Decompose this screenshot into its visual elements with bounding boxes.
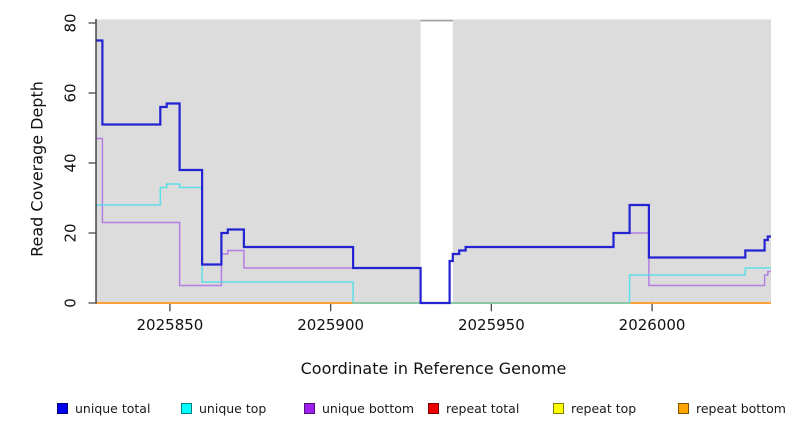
x-tick-label: 2025850 [137, 316, 204, 334]
coverage-gap-band [420, 21, 453, 303]
y-tick-label: 40 [62, 153, 80, 172]
series-line-unique-total [96, 39, 771, 305]
y-tick-label: 20 [62, 223, 80, 242]
x-tick-label: 2025950 [458, 316, 525, 334]
y-tick-label: 80 [62, 13, 80, 32]
y-tick-label: 60 [62, 83, 80, 102]
x-axis-title: Coordinate in Reference Genome [300, 359, 567, 378]
x-tick-label: 2025900 [297, 316, 364, 334]
coverage-gap-band-top-edge [420, 19, 453, 22]
y-tick-label: 0 [62, 298, 80, 308]
y-axis-title: Read Coverage Depth [27, 81, 47, 257]
x-tick-label: 2026000 [619, 316, 686, 334]
